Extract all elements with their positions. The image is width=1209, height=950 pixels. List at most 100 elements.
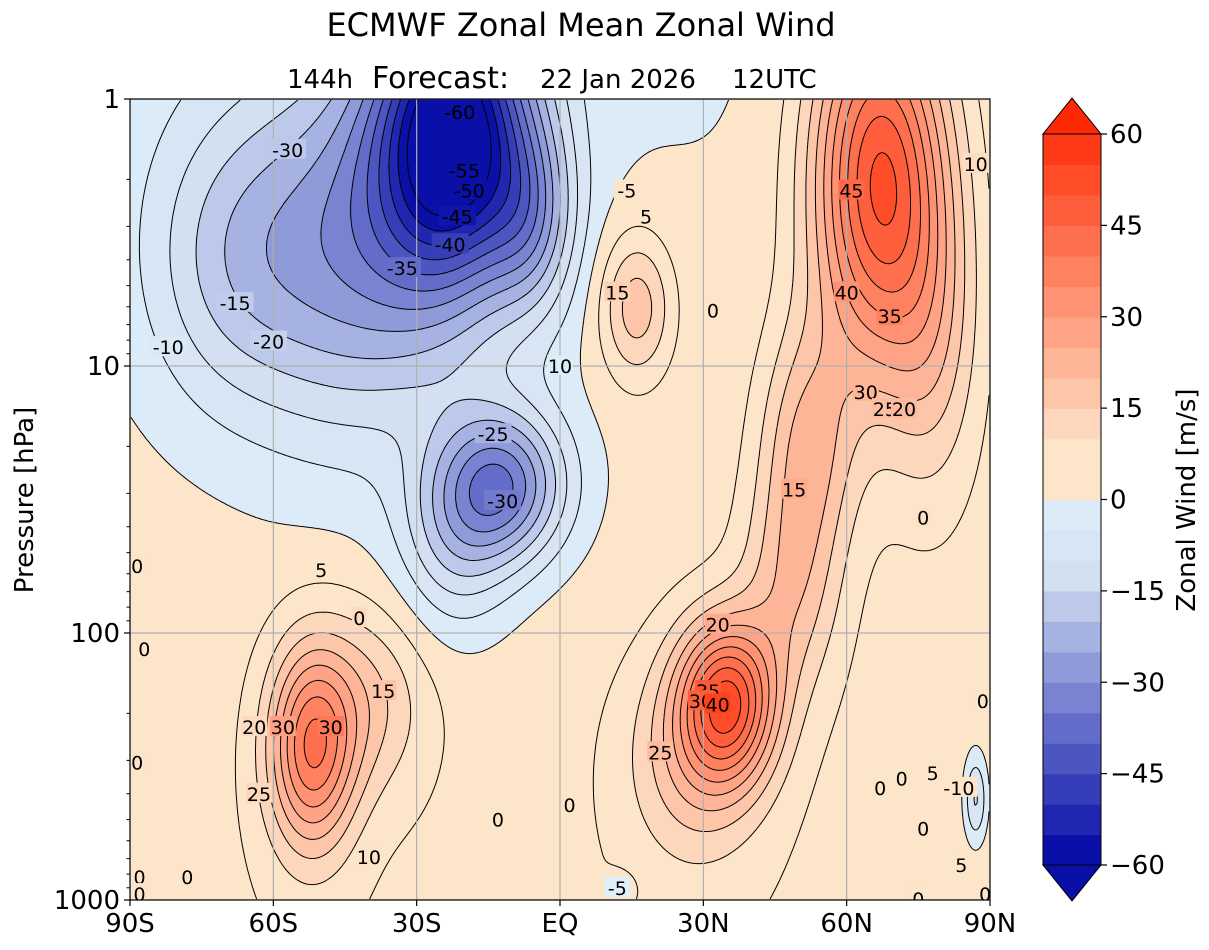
contour-label: -15 xyxy=(220,293,251,315)
gridlines xyxy=(130,99,990,900)
contour-label-bg xyxy=(490,808,506,829)
contour-label-bg xyxy=(940,776,978,797)
contour-line xyxy=(286,99,939,808)
contour-label: 15 xyxy=(371,681,395,703)
contour-label: -20 xyxy=(253,332,284,354)
contour-lines xyxy=(130,99,990,900)
contour-labels: -60-55-50-45-40-35-30-15-10 -20-25-30-551… xyxy=(130,101,990,906)
x-tick-label: 30N xyxy=(677,909,730,939)
colorbar-extend-min xyxy=(1041,864,1103,902)
contour-line xyxy=(234,99,990,900)
contour-label-bg xyxy=(450,179,488,200)
contour-label-bg xyxy=(547,355,573,375)
contour-label-bg xyxy=(604,281,631,302)
contour-label: -60 xyxy=(444,102,475,124)
contour-label-bg xyxy=(781,478,808,499)
contour-label: 0 xyxy=(492,810,504,832)
contour-label: -10 xyxy=(153,337,184,359)
contour-label-bg xyxy=(705,299,721,320)
chart-subtitle: 144h Forecast: 22 Jan 2026 12UTC xyxy=(287,61,817,96)
contour-label-bg xyxy=(638,205,654,226)
contour-label-bg xyxy=(604,876,631,897)
contour-label-bg xyxy=(313,558,329,579)
subtitle-lead: 144h xyxy=(287,65,353,95)
contour-label-bg xyxy=(484,489,522,510)
colorbar-swatch xyxy=(1043,225,1101,257)
x-tick-label: 90S xyxy=(105,909,155,939)
colorbar-swatch xyxy=(1043,834,1101,866)
colorbar-swatch xyxy=(1043,469,1101,501)
contour-line xyxy=(280,99,947,824)
contour-label-bg xyxy=(474,423,512,444)
contour-label-bg xyxy=(383,257,421,278)
y-tick-label: 10 xyxy=(87,352,120,382)
contour-label-bg xyxy=(953,854,969,875)
colorbar-label: Zonal Wind [m/s] xyxy=(1172,388,1202,611)
contour-label-bg xyxy=(894,767,910,788)
colorbar-tick-label: −60 xyxy=(1110,851,1165,881)
colorbar-swatch xyxy=(1043,347,1101,379)
contour-label-bg xyxy=(915,817,931,838)
contour-label: 5 xyxy=(955,855,967,877)
contour-label: -5 xyxy=(608,878,627,900)
contour-label: 0 xyxy=(353,608,365,630)
chart-title: ECMWF Zonal Mean Zonal Wind xyxy=(326,6,835,44)
contour-label: 45 xyxy=(839,180,863,202)
contour-line xyxy=(195,99,569,577)
contour-label: 5 xyxy=(927,763,939,785)
contour-label-bg xyxy=(975,690,990,711)
contour-label: 10 xyxy=(357,847,381,869)
contour-label-bg xyxy=(962,152,989,173)
contour-label: 35 xyxy=(878,306,902,328)
contour-label-bg xyxy=(910,887,926,900)
contour-label: 10 xyxy=(548,356,572,378)
contour-label: 25 xyxy=(648,742,672,764)
x-tick-label: 30S xyxy=(392,909,442,939)
colorbar-swatch xyxy=(1043,804,1101,836)
contour-label-bg xyxy=(441,101,479,122)
contour-label: 5 xyxy=(315,560,327,582)
y-axis: 1 10 100 1000 xyxy=(54,85,130,916)
contour-label-bg xyxy=(132,883,148,900)
contour-label-bg xyxy=(317,716,344,737)
y-tick-label: 1000 xyxy=(54,886,120,916)
contour-line xyxy=(320,99,547,533)
contour-label: 20 xyxy=(706,615,730,637)
contour-label-bg xyxy=(891,398,917,419)
contour-label-bg xyxy=(647,741,674,762)
contour-label: 0 xyxy=(707,301,719,323)
contour-label-bg xyxy=(562,793,578,814)
x-tick-label: 60S xyxy=(249,909,299,939)
y-tick-label: 1 xyxy=(103,85,120,115)
contour-label-bg xyxy=(977,883,990,900)
colorbar-tick-label: 60 xyxy=(1110,120,1143,150)
colorbar-swatches xyxy=(1041,97,1103,902)
colorbar-swatch xyxy=(1043,590,1101,622)
contour-label: 0 xyxy=(134,884,146,906)
colorbar-tick-label: 0 xyxy=(1110,486,1127,516)
contour-label: 40 xyxy=(706,694,730,716)
colorbar-tick-label: −45 xyxy=(1110,760,1165,790)
plot-area: -60-55-50-45-40-35-30-15-10 -20-25-30-551… xyxy=(54,85,1016,939)
contour-label-bg xyxy=(445,159,483,180)
contour-label-bg xyxy=(833,281,860,302)
y-axis-label: Pressure [hPa] xyxy=(10,407,40,594)
contour-label-bg xyxy=(132,865,148,886)
subtitle-date: 22 Jan 2026 xyxy=(540,65,696,95)
contour-label-bg xyxy=(431,233,469,254)
contour-label-bg xyxy=(915,506,931,527)
colorbar-swatch xyxy=(1043,164,1101,196)
contour-label: -50 xyxy=(454,180,485,202)
contour-label: 5 xyxy=(640,206,652,228)
colorbar-tick-label: −15 xyxy=(1110,577,1165,607)
colorbar-swatch xyxy=(1043,712,1101,744)
contour-label-bg xyxy=(269,138,307,159)
subtitle-time: 12UTC xyxy=(732,65,817,95)
contour-label-bg xyxy=(613,179,640,200)
colorbar-swatch xyxy=(1043,286,1101,318)
contour-label: 0 xyxy=(896,768,908,790)
contour-label-bg xyxy=(179,865,195,886)
colorbar-swatch xyxy=(1043,316,1101,348)
contour-label: 40 xyxy=(835,282,859,304)
